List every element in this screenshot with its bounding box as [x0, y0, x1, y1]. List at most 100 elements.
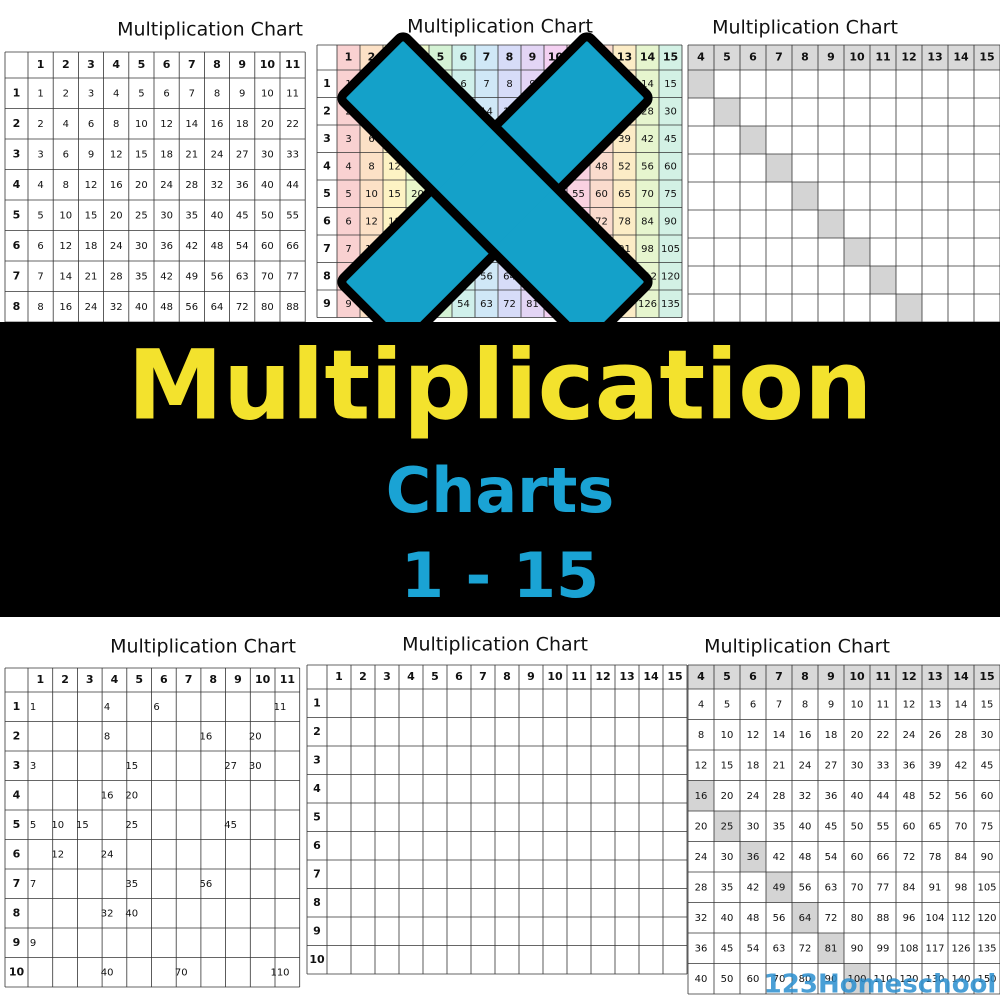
column-header: 6: [749, 51, 757, 64]
cell-value: 15: [125, 761, 138, 772]
banner-subtitle: Charts: [386, 454, 615, 527]
cell-value: 48: [595, 161, 608, 172]
cell-value: 10: [135, 119, 148, 130]
cell-value: 27: [236, 149, 249, 160]
cell-value: 9: [239, 88, 245, 99]
cell-value: 88: [877, 913, 890, 924]
cell-value: 56: [185, 302, 198, 313]
cell-value: 72: [825, 913, 838, 924]
cell-value: 11: [286, 88, 299, 99]
cell-value: 30: [249, 761, 262, 772]
cell-value: 60: [851, 852, 864, 863]
cell-value: 84: [903, 882, 916, 893]
cell-value: 18: [747, 760, 760, 771]
cell-value: 6: [750, 699, 756, 710]
cell-value: 6: [153, 702, 159, 713]
column-header: 8: [209, 673, 217, 686]
column-header: 9: [238, 58, 246, 71]
cell-value: 24: [799, 760, 812, 771]
cell-value: 99: [877, 943, 890, 954]
cell-value: 11: [877, 699, 890, 710]
row-header: 8: [323, 269, 331, 282]
cell-value: 33: [286, 149, 299, 160]
column-header: 10: [255, 673, 271, 686]
cell-value: 108: [899, 943, 918, 954]
cell-value: 7: [345, 244, 351, 255]
cell-value: 56: [799, 882, 812, 893]
cell-value: 81: [825, 943, 838, 954]
cell-value: 4: [63, 119, 69, 130]
cell-value: 4: [37, 180, 43, 191]
cell-value: 14: [955, 699, 968, 710]
cell-value: 35: [125, 879, 138, 890]
cell-value: 4: [113, 88, 119, 99]
cell-value: 5: [138, 88, 144, 99]
cell-value: 44: [286, 180, 299, 191]
cell-value: 56: [480, 271, 493, 282]
cell-value: 7: [189, 88, 195, 99]
cell-value: 90: [851, 943, 864, 954]
cell-value: 55: [286, 210, 299, 221]
row-header: 3: [13, 759, 21, 772]
cell-value: 8: [214, 88, 220, 99]
cell-value: 50: [721, 974, 734, 985]
cell-value: 98: [955, 882, 968, 893]
cell-value: 80: [261, 302, 274, 313]
cell-value: 90: [981, 852, 994, 863]
cell-value: 7: [776, 699, 782, 710]
cell-value: 4: [345, 161, 351, 172]
row-header: 7: [313, 867, 321, 880]
cell-value: 20: [110, 210, 123, 221]
cell-value: 3: [30, 761, 36, 772]
row-header: 1: [13, 700, 21, 713]
column-header: 10: [260, 58, 276, 71]
cell-value: 54: [825, 852, 838, 863]
cell-value: 12: [695, 760, 708, 771]
cell-value: 56: [200, 879, 213, 890]
cell-value: 14: [641, 79, 654, 90]
column-header: 14: [640, 51, 656, 64]
cell-value: 12: [365, 216, 378, 227]
column-header: 6: [163, 58, 171, 71]
cell-value: 105: [977, 882, 996, 893]
cell-value: 30: [981, 730, 994, 741]
cell-value: 18: [85, 241, 98, 252]
column-header: 10: [849, 670, 865, 683]
column-header: 12: [901, 670, 916, 683]
cell-value: 100: [847, 974, 866, 985]
column-header: 12: [595, 670, 610, 683]
cell-value: 11: [274, 702, 287, 713]
cell-value: 18: [160, 149, 173, 160]
cell-value: 28: [695, 882, 708, 893]
cell-value: 6: [37, 241, 43, 252]
column-header: 9: [234, 673, 242, 686]
column-header: 9: [827, 670, 835, 683]
cell-value: 32: [799, 791, 812, 802]
column-header: 12: [901, 51, 916, 64]
cell-value: 28: [185, 180, 198, 191]
cell-value: 24: [211, 149, 224, 160]
cell-value: 65: [618, 189, 631, 200]
cell-value: 52: [929, 791, 942, 802]
cell-value: 7: [30, 879, 36, 890]
column-header: 10: [547, 670, 563, 683]
column-header: 1: [345, 51, 353, 64]
cell-value: 2: [63, 88, 69, 99]
cell-value: 84: [641, 216, 654, 227]
cell-value: 48: [160, 302, 173, 313]
panel-title: Multiplication Chart: [712, 17, 898, 39]
column-header: 8: [506, 51, 514, 64]
cell-value: 32: [211, 180, 224, 191]
cell-value: 42: [747, 882, 760, 893]
cell-value: 21: [85, 271, 98, 282]
cell-value: 22: [286, 119, 299, 130]
cell-value: 24: [160, 180, 173, 191]
cell-value: 80: [851, 913, 864, 924]
cell-value: 60: [261, 241, 274, 252]
column-header: 2: [359, 670, 367, 683]
column-header: 6: [749, 670, 757, 683]
cell-value: 49: [773, 882, 786, 893]
cell-value: 56: [211, 271, 224, 282]
cell-value: 5: [724, 699, 730, 710]
cell-value: 6: [345, 216, 351, 227]
